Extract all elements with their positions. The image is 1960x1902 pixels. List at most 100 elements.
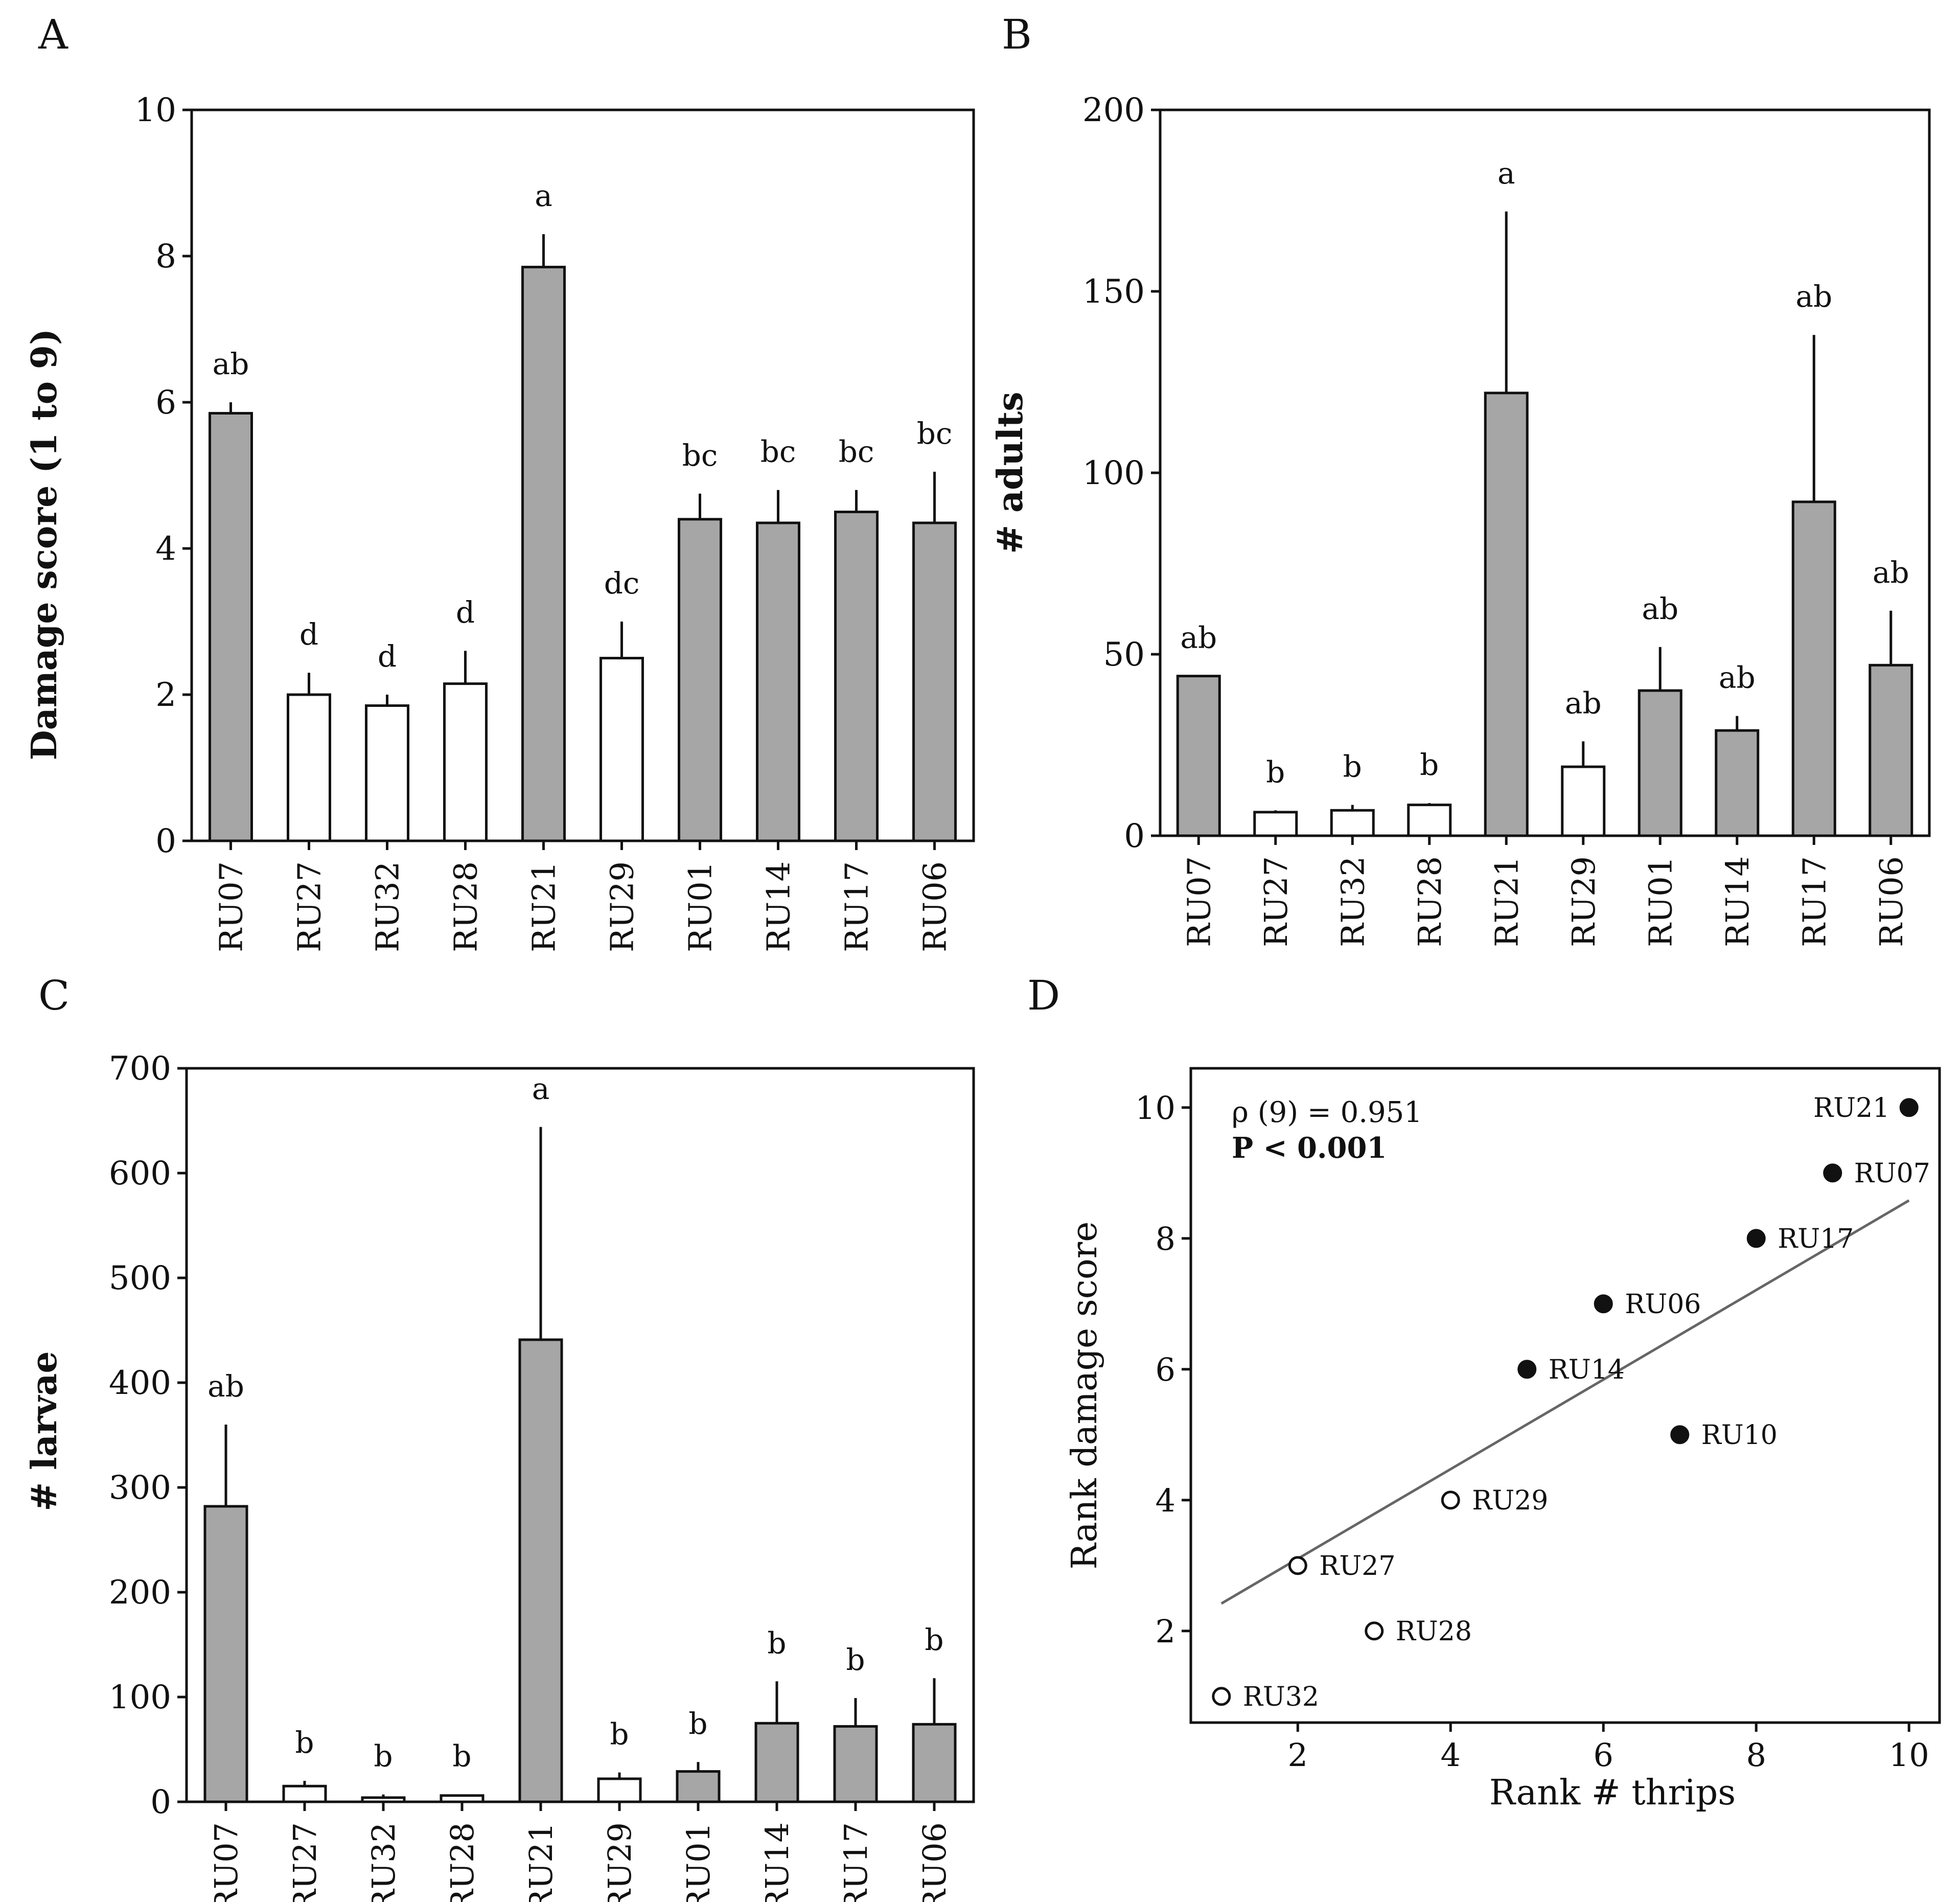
p-value: P < 0.001 xyxy=(1232,1131,1387,1165)
significance-letter: b xyxy=(1420,747,1439,782)
panel-d: D Rank damage score Rank # thrips ρ (9) … xyxy=(1027,972,1941,1813)
category-label: RU21 xyxy=(522,1822,560,1902)
point-ru06 xyxy=(1594,1294,1613,1314)
x-tick-label: 10 xyxy=(1889,1736,1929,1774)
x-tick-label: 8 xyxy=(1746,1736,1766,1774)
category-label: RU06 xyxy=(916,1822,953,1902)
y-tick-label: 10 xyxy=(135,91,176,129)
significance-letter: ab xyxy=(213,347,249,381)
category-label: RU14 xyxy=(760,861,797,952)
category-label: RU29 xyxy=(601,1822,638,1902)
point-label: RU07 xyxy=(1854,1158,1930,1189)
category-label: RU28 xyxy=(447,861,485,952)
significance-letter: bc xyxy=(760,434,796,469)
category-label: RU28 xyxy=(444,1822,481,1902)
x-tick-label: 4 xyxy=(1441,1736,1461,1774)
point-ru14 xyxy=(1517,1360,1537,1379)
y-tick-label: 6 xyxy=(1156,1351,1175,1388)
category-label: RU28 xyxy=(1411,856,1448,947)
category-label: RU29 xyxy=(1565,856,1602,947)
y-axis-b: 0 50 100 150 200 xyxy=(1082,91,1160,855)
y-axis-label-a: Damage score (1 to 9) xyxy=(24,329,65,760)
bar-ru21 xyxy=(518,1338,563,1803)
category-label: RU17 xyxy=(1795,856,1833,947)
bars-b: ab RU07 b RU27 b RU32 b RU28 a RU21 ab RU29 ab RU01 ab… xyxy=(1176,156,1913,947)
significance-letter: d xyxy=(378,639,397,674)
significance-letter: b xyxy=(452,1739,471,1774)
bar-ru27 xyxy=(287,693,331,842)
y-axis-c: 0 100 200 300 400 500 600 700 xyxy=(109,1050,187,1821)
category-label: RU06 xyxy=(1873,856,1910,947)
bar-ru29 xyxy=(1561,765,1606,837)
bar-ru01 xyxy=(678,518,722,842)
bar-ru32 xyxy=(361,1796,406,1803)
panel-a: A Damage score (1 to 9) 0 2 4 6 8 10 ab RU07 d R… xyxy=(24,11,975,952)
bar-ru07 xyxy=(209,411,253,842)
bar-ru17 xyxy=(833,1725,878,1803)
significance-letter: a xyxy=(1497,156,1515,191)
bar-ru14 xyxy=(754,1722,799,1803)
bar-ru29 xyxy=(597,1777,642,1803)
point-ru07 xyxy=(1823,1163,1842,1183)
bar-ru01 xyxy=(676,1770,721,1803)
point-label: RU06 xyxy=(1625,1289,1701,1320)
bar-ru27 xyxy=(282,1784,327,1803)
y-tick-label: 2 xyxy=(1156,1613,1175,1650)
significance-letter: ab xyxy=(1719,660,1756,695)
y-tick-label: 4 xyxy=(155,530,176,568)
bar-ru06 xyxy=(912,1723,957,1803)
y-tick-label: 300 xyxy=(109,1469,171,1507)
category-label: RU27 xyxy=(291,861,328,952)
point-label: RU10 xyxy=(1701,1420,1778,1451)
category-label: RU29 xyxy=(604,861,641,952)
significance-letter: bc xyxy=(839,434,874,469)
y-tick-label: 700 xyxy=(109,1050,171,1088)
y-axis-a: 0 2 4 6 8 10 xyxy=(135,91,192,860)
category-label: RU32 xyxy=(365,1822,402,1902)
significance-letter: ab xyxy=(1565,685,1602,720)
x-tick-label: 2 xyxy=(1288,1736,1308,1774)
significance-letter: ab xyxy=(207,1369,244,1404)
y-tick-label: 200 xyxy=(109,1574,171,1612)
category-label: RU27 xyxy=(286,1822,324,1902)
category-label: RU07 xyxy=(1180,856,1217,947)
significance-letter: ab xyxy=(1873,555,1909,590)
bar-ru32 xyxy=(365,704,409,842)
y-axis-label-d: Rank damage score xyxy=(1065,1221,1105,1569)
y-axis-label-b: # adults xyxy=(990,392,1031,554)
significance-letter: d xyxy=(299,617,318,652)
y-tick-label: 100 xyxy=(109,1679,171,1716)
significance-letter: ab xyxy=(1795,279,1832,314)
bar-ru17 xyxy=(834,511,879,842)
y-tick-label: 600 xyxy=(109,1155,171,1193)
significance-letter: b xyxy=(295,1725,314,1760)
bar-ru32 xyxy=(1330,809,1375,837)
point-label: RU29 xyxy=(1472,1485,1548,1516)
y-tick-label: 0 xyxy=(155,822,176,860)
point-label: RU32 xyxy=(1243,1682,1319,1712)
significance-letter: a xyxy=(532,1071,550,1106)
significance-letter: b xyxy=(767,1625,786,1660)
category-label: RU17 xyxy=(837,1822,874,1902)
bars-c: ab RU07 b RU27 b RU32 b RU28 a RU21 b RU29 b RU01 b RU1… xyxy=(203,1071,957,1902)
panel-label-d: D xyxy=(1027,972,1060,1019)
significance-letter: b xyxy=(846,1642,865,1677)
category-label: RU01 xyxy=(680,1822,717,1902)
plot-frame-a xyxy=(190,108,975,842)
y-tick-label: 100 xyxy=(1082,454,1145,492)
plot-frame-d xyxy=(1189,1067,1941,1724)
y-tick-label: 8 xyxy=(155,238,176,276)
bar-ru21 xyxy=(521,265,566,842)
point-ru28 xyxy=(1365,1621,1384,1641)
fit-line-d xyxy=(1220,1199,1910,1605)
category-label: RU01 xyxy=(682,861,719,952)
category-label: RU07 xyxy=(213,861,250,952)
category-label: RU07 xyxy=(207,1822,245,1902)
point-ru32 xyxy=(1212,1687,1231,1706)
panel-label-c: C xyxy=(38,972,70,1019)
y-tick-label: 200 xyxy=(1082,91,1145,129)
correlation-rho: ρ (9) = 0.951 xyxy=(1232,1096,1422,1129)
significance-letter: b xyxy=(610,1717,629,1752)
